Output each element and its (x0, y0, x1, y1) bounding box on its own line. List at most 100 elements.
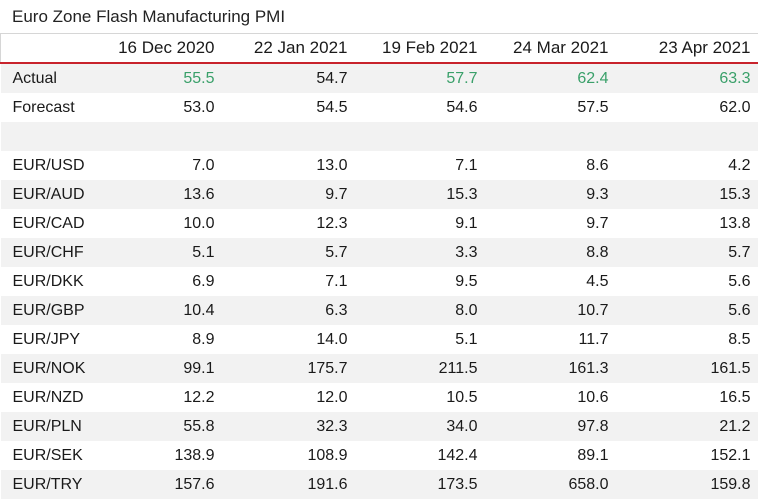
pair-value: 157.6 (99, 470, 223, 499)
header-row: 16 Dec 2020 22 Jan 2021 19 Feb 2021 24 M… (0, 33, 758, 64)
actual-value: 55.5 (99, 63, 223, 93)
column-header: 22 Jan 2021 (222, 33, 356, 64)
forecast-row: Forecast 53.0 54.5 54.6 57.5 62.0 (0, 93, 758, 122)
empty-cell (485, 122, 617, 151)
actual-value: 57.7 (355, 63, 486, 93)
pair-label: EUR/DKK (0, 267, 100, 296)
pair-value: 13.8 (616, 209, 758, 238)
row-label: Forecast (0, 93, 100, 122)
pair-value: 108.9 (222, 441, 356, 470)
pair-value: 89.1 (485, 441, 617, 470)
pair-row: EUR/CHF 5.1 5.7 3.3 8.8 5.7 (0, 238, 758, 267)
pair-label: EUR/SEK (0, 441, 100, 470)
pair-label: EUR/TRY (0, 470, 100, 499)
pair-value: 161.5 (616, 354, 758, 383)
pair-value: 16.5 (616, 383, 758, 412)
pair-value: 658.0 (485, 470, 617, 499)
pair-value: 11.7 (485, 325, 617, 354)
actual-value: 62.4 (485, 63, 617, 93)
pair-value: 15.3 (616, 180, 758, 209)
pmi-table: 16 Dec 2020 22 Jan 2021 19 Feb 2021 24 M… (0, 33, 758, 499)
forecast-value: 62.0 (616, 93, 758, 122)
row-label: Actual (0, 63, 100, 93)
pair-value: 9.7 (485, 209, 617, 238)
pair-value: 6.3 (222, 296, 356, 325)
pair-row: EUR/DKK 6.9 7.1 9.5 4.5 5.6 (0, 267, 758, 296)
pair-value: 10.5 (355, 383, 486, 412)
pair-value: 13.6 (99, 180, 223, 209)
pair-value: 152.1 (616, 441, 758, 470)
pair-value: 159.8 (616, 470, 758, 499)
pair-value: 5.7 (616, 238, 758, 267)
forecast-value: 54.5 (222, 93, 356, 122)
pair-value: 211.5 (355, 354, 486, 383)
forecast-value: 53.0 (99, 93, 223, 122)
pair-value: 14.0 (222, 325, 356, 354)
header-corner (0, 33, 100, 64)
pair-value: 21.2 (616, 412, 758, 441)
pair-row: EUR/USD 7.0 13.0 7.1 8.6 4.2 (0, 151, 758, 180)
pair-label: EUR/USD (0, 151, 100, 180)
pair-value: 9.7 (222, 180, 356, 209)
column-header: 24 Mar 2021 (485, 33, 617, 64)
pair-value: 8.0 (355, 296, 486, 325)
pair-row: EUR/NZD 12.2 12.0 10.5 10.6 16.5 (0, 383, 758, 412)
empty-cell (222, 122, 356, 151)
pair-value: 12.3 (222, 209, 356, 238)
pair-value: 13.0 (222, 151, 356, 180)
pair-row: EUR/JPY 8.9 14.0 5.1 11.7 8.5 (0, 325, 758, 354)
pair-row: EUR/NOK 99.1 175.7 211.5 161.3 161.5 (0, 354, 758, 383)
pair-label: EUR/JPY (0, 325, 100, 354)
table-title: Euro Zone Flash Manufacturing PMI (12, 7, 286, 26)
pair-value: 10.4 (99, 296, 223, 325)
pair-value: 175.7 (222, 354, 356, 383)
pair-row: EUR/AUD 13.6 9.7 15.3 9.3 15.3 (0, 180, 758, 209)
pair-value: 9.1 (355, 209, 486, 238)
pair-label: EUR/CHF (0, 238, 100, 267)
actual-value: 54.7 (222, 63, 356, 93)
pair-value: 12.2 (99, 383, 223, 412)
pair-label: EUR/NOK (0, 354, 100, 383)
pair-value: 138.9 (99, 441, 223, 470)
empty-cell (99, 122, 223, 151)
pair-label: EUR/PLN (0, 412, 100, 441)
pair-value: 3.3 (355, 238, 486, 267)
pair-value: 5.1 (99, 238, 223, 267)
pair-value: 32.3 (222, 412, 356, 441)
pair-label: EUR/AUD (0, 180, 100, 209)
pair-value: 5.6 (616, 296, 758, 325)
pair-value: 161.3 (485, 354, 617, 383)
pair-value: 7.0 (99, 151, 223, 180)
pair-value: 7.1 (222, 267, 356, 296)
forecast-value: 54.6 (355, 93, 486, 122)
pair-value: 8.5 (616, 325, 758, 354)
pair-value: 4.5 (485, 267, 617, 296)
pair-value: 8.6 (485, 151, 617, 180)
pair-value: 97.8 (485, 412, 617, 441)
pair-value: 4.2 (616, 151, 758, 180)
column-header: 19 Feb 2021 (355, 33, 486, 64)
pair-label: EUR/CAD (0, 209, 100, 238)
pair-row: EUR/TRY 157.6 191.6 173.5 658.0 159.8 (0, 470, 758, 499)
pair-value: 55.8 (99, 412, 223, 441)
forecast-value: 57.5 (485, 93, 617, 122)
column-header: 23 Apr 2021 (616, 33, 758, 64)
pair-value: 10.0 (99, 209, 223, 238)
pair-label: EUR/NZD (0, 383, 100, 412)
pair-value: 173.5 (355, 470, 486, 499)
pair-value: 12.0 (222, 383, 356, 412)
empty-cell (0, 122, 100, 151)
pair-value: 9.3 (485, 180, 617, 209)
pair-value: 99.1 (99, 354, 223, 383)
pair-value: 9.5 (355, 267, 486, 296)
pair-value: 5.1 (355, 325, 486, 354)
pair-label: EUR/GBP (0, 296, 100, 325)
pair-value: 7.1 (355, 151, 486, 180)
empty-cell (355, 122, 486, 151)
pair-value: 8.9 (99, 325, 223, 354)
actual-value: 63.3 (616, 63, 758, 93)
pair-value: 10.7 (485, 296, 617, 325)
pair-value: 34.0 (355, 412, 486, 441)
actual-row: Actual 55.5 54.7 57.7 62.4 63.3 (0, 63, 758, 93)
pair-value: 191.6 (222, 470, 356, 499)
